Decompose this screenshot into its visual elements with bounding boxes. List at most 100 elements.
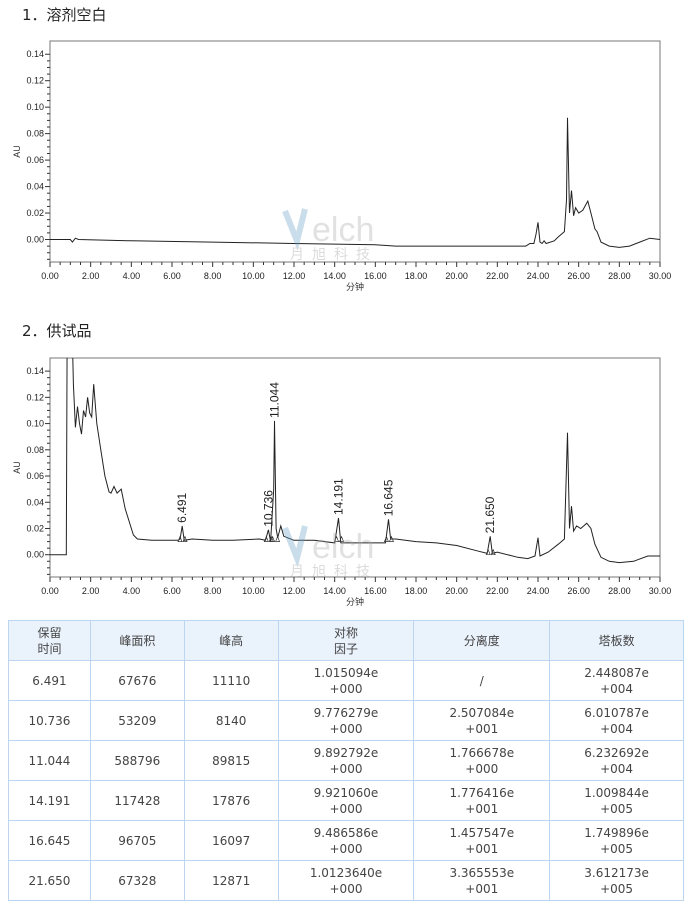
header-text: 分离度 [463, 633, 500, 648]
table-cell: / [413, 660, 551, 701]
x-tick-label: 26.00 [567, 586, 590, 596]
cell-text: +000 [329, 761, 363, 776]
cell-text: 6.232692e [584, 745, 649, 760]
cell-text: 1.009844e [584, 785, 649, 800]
cell-text: +001 [465, 801, 499, 816]
x-tick-label: 16.00 [364, 271, 387, 281]
table-cell: 67676 [89, 660, 185, 701]
x-tick-label: 22.00 [486, 586, 509, 596]
cell-text: +004 [600, 721, 634, 736]
table-cell: 17876 [183, 780, 279, 821]
header-text: 因子 [333, 641, 358, 656]
x-tick-label: 12.00 [283, 271, 306, 281]
y-tick-label: 0.08 [26, 129, 44, 139]
peak-label: 14.191 [332, 478, 346, 515]
table-cell: 67328 [89, 860, 185, 901]
x-tick-label: 0.00 [41, 586, 59, 596]
x-tick-label: 24.00 [527, 586, 550, 596]
cell-text: 1.0123640e [309, 865, 383, 880]
cell-text: 9.892792e [313, 745, 379, 760]
table-cell: 89815 [183, 740, 279, 781]
cell-text: +001 [465, 841, 499, 856]
peak-label: 16.645 [381, 479, 395, 516]
cell-text: +000 [329, 801, 363, 816]
cell-text: +000 [329, 881, 363, 896]
table-cell: 1.009844e +005 [549, 780, 684, 821]
y-tick-label: 0.02 [26, 208, 44, 218]
x-tick-label: 20.00 [445, 271, 468, 281]
watermark-subtitle: 月旭科技 [290, 563, 378, 579]
column-header: 分离度 [413, 620, 551, 661]
cell-text: +004 [600, 761, 634, 776]
y-tick-label: 0.08 [26, 445, 44, 455]
cell-text: / [479, 673, 484, 688]
x-axis-label: 分钟 [346, 596, 364, 607]
table-cell: 11110 [183, 660, 279, 701]
table-cell: 9.776279e +000 [277, 700, 415, 741]
x-tick-label: 2.00 [82, 271, 100, 281]
cell-text: +000 [329, 721, 363, 736]
cell-text: 16097 [212, 833, 251, 848]
header-text: 峰面积 [119, 633, 156, 648]
header-text: 塔板数 [598, 633, 635, 648]
peak-marker-icon [485, 548, 496, 556]
chromatogram-trace [50, 358, 660, 564]
cell-text: +000 [329, 841, 363, 856]
x-tick-label: 8.00 [204, 271, 222, 281]
table-row: 21.650 67328 12871 1.0123640e +000 3.365553e +… [8, 860, 684, 901]
header-text: 时间 [37, 641, 62, 656]
cell-text: 6.010787e [584, 705, 649, 720]
cell-text: +000 [329, 681, 363, 696]
table-cell: 21.650 [8, 860, 91, 901]
x-tick-label: 24.00 [527, 271, 550, 281]
x-tick-label: 20.00 [445, 586, 468, 596]
table-row: 10.736 53209 8140 9.776279e +000 2.507084e +00… [8, 700, 684, 741]
cell-text: 2.448087e [584, 665, 649, 680]
cell-text: 3.365553e [449, 865, 515, 880]
peak-table: 保留 时间 峰面积 峰高 对称 因子 分离度 塔板数 6.491 67676 11110 1.015… [8, 620, 684, 901]
table-row: 6.491 67676 11110 1.015094e +000/2.448087e +0… [8, 660, 684, 701]
x-axis-label: 分钟 [346, 281, 364, 292]
cell-text: 1.766678e [449, 745, 515, 760]
table-cell: 9.486586e +000 [277, 820, 415, 861]
table-cell: 1.766678e +000 [413, 740, 551, 781]
cell-text: +004 [600, 681, 634, 696]
y-tick-label: 0.02 [26, 523, 44, 533]
table-cell: 9.921060e +000 [277, 780, 415, 821]
cell-text: 10.736 [28, 713, 71, 728]
cell-text: 588796 [114, 753, 161, 768]
cell-text: 67328 [118, 873, 157, 888]
cell-text: 96705 [118, 833, 157, 848]
column-header: 塔板数 [549, 620, 684, 661]
header-text: 峰高 [219, 633, 244, 648]
cell-text: 89815 [212, 753, 251, 768]
table-cell: 9.892792e +000 [277, 740, 415, 781]
cell-text: +005 [600, 881, 634, 896]
table-cell: 6.010787e +004 [549, 700, 684, 741]
y-tick-label: 0.00 [26, 550, 44, 560]
table-cell: 96705 [89, 820, 185, 861]
x-tick-label: 12.00 [283, 586, 306, 596]
x-tick-label: 26.00 [567, 271, 590, 281]
y-tick-label: 0.12 [26, 392, 44, 402]
cell-text: 9.921060e [313, 785, 379, 800]
cell-text: 2.507084e [449, 705, 515, 720]
table-cell: 11.044 [8, 740, 91, 781]
table-row: 14.191 117428 17876 9.921060e +000 1.776416e +… [8, 780, 684, 821]
cell-text: 1.015094e [313, 665, 379, 680]
table-cell: 2.507084e +001 [413, 700, 551, 741]
table-header-row: 保留 时间 峰面积 峰高 对称 因子 分离度 塔板数 [8, 620, 684, 661]
x-tick-label: 14.00 [323, 586, 346, 596]
peak-label: 6.491 [175, 493, 189, 523]
column-header: 峰面积 [89, 620, 185, 661]
x-tick-label: 10.00 [242, 586, 265, 596]
y-tick-label: 0.06 [26, 471, 44, 481]
x-tick-label: 8.00 [204, 586, 222, 596]
x-tick-label: 0.00 [41, 271, 59, 281]
header-text: 保留 [37, 625, 62, 640]
watermark-w-icon [282, 525, 308, 568]
y-tick-label: 0.06 [26, 155, 44, 165]
y-tick-label: 0.10 [26, 419, 44, 429]
